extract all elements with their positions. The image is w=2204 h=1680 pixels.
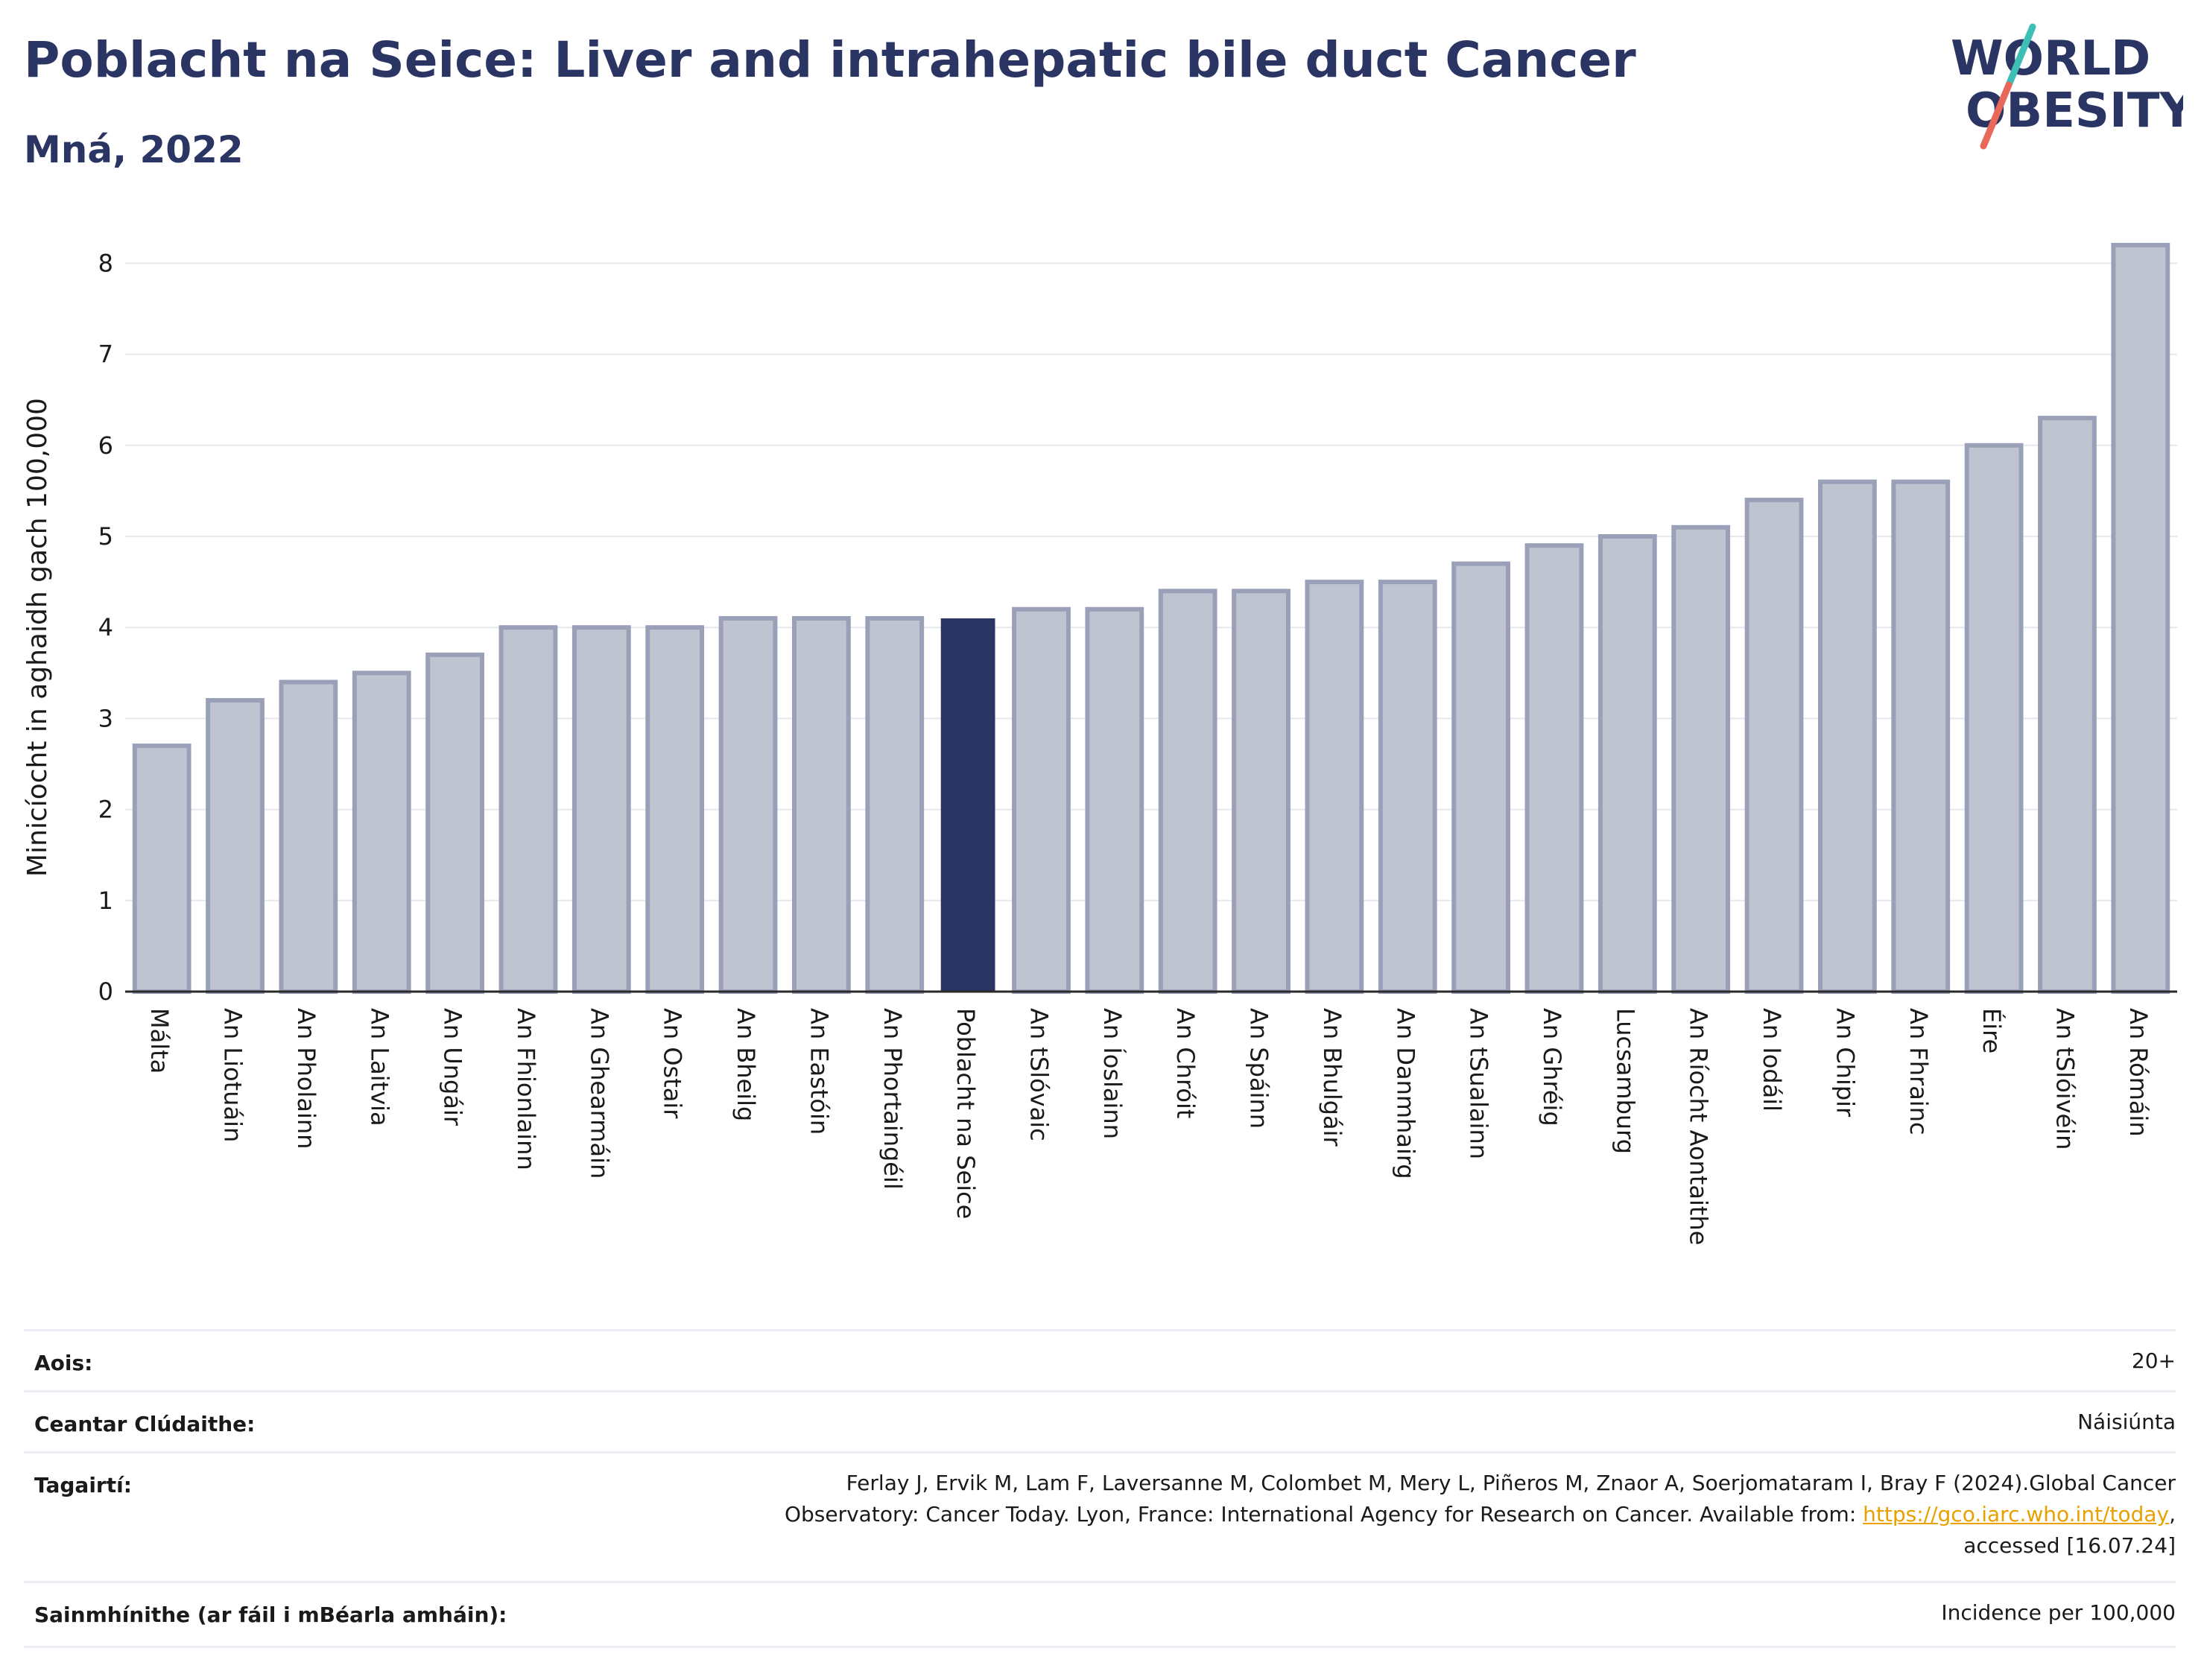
- bar: [1158, 589, 1217, 994]
- category-label: An Bheilg: [732, 1008, 760, 1121]
- bar: [1818, 479, 1877, 994]
- category-label: An tSualainn: [1465, 1008, 1493, 1159]
- y-tick-label: 6: [98, 431, 113, 460]
- category-label: An Ungáir: [439, 1008, 467, 1126]
- bar: [1744, 498, 1804, 994]
- y-tick-label: 7: [98, 340, 113, 369]
- category-label: An tSlóvaic: [1025, 1008, 1053, 1141]
- area-label: Ceantar Clúdaithe:: [34, 1412, 256, 1436]
- bar: [352, 671, 411, 994]
- chart-title: Poblacht na Seice: Liver and intrahepati…: [24, 31, 1636, 89]
- category-label: An Íoslainn: [1098, 1008, 1127, 1139]
- logo-line1: WORLD: [1951, 31, 2150, 86]
- y-tick-label: 2: [98, 796, 113, 824]
- metadata-table: Aois: 20+ Ceantar Clúdaithe: Náisiúnta T…: [24, 1329, 2176, 1649]
- category-label: An Eastóin: [805, 1008, 833, 1135]
- bar: [425, 652, 484, 994]
- bar: [206, 697, 265, 995]
- category-labels: Málta An Liotuáin An Pholainn An Laitvia An …: [145, 1008, 2153, 1245]
- category-label: An Ghearmáin: [585, 1008, 613, 1179]
- category-label: An Iodáil: [1758, 1008, 1786, 1112]
- category-label: An Phortaingéil: [878, 1008, 907, 1190]
- category-label: Poblacht na Seice: [951, 1008, 980, 1219]
- bar: [1597, 534, 1657, 994]
- category-label: Lucsamburg: [1611, 1008, 1639, 1154]
- bar: [1964, 443, 2024, 994]
- category-label: An Bhulgáir: [1318, 1008, 1346, 1147]
- meta-row-area: Ceantar Clúdaithe: Náisiúnta: [24, 1390, 2176, 1452]
- world-obesity-logo: WORLD OBESITY: [1937, 21, 2194, 155]
- age-label: Aois:: [34, 1351, 93, 1375]
- bar: [1378, 580, 1437, 994]
- definitions-label: Sainmhínithe (ar fáil i mBéarla amháin):: [34, 1603, 507, 1627]
- bar-highlight: [940, 618, 995, 992]
- logo-slash-top: [2005, 23, 2036, 89]
- meta-row-references: Tagairtí: Ferlay J, Ervik M, Lam F, Lave…: [24, 1451, 2176, 1582]
- ref-line-2: Observatory: Cancer Today. Lyon, France:…: [785, 1499, 2176, 1530]
- bar: [1671, 524, 1731, 994]
- category-label: Málta: [145, 1008, 174, 1074]
- area-value: Náisiúnta: [2077, 1410, 2176, 1434]
- references-label: Tagairtí:: [34, 1473, 132, 1497]
- bar: [865, 615, 925, 994]
- bar: [279, 679, 338, 995]
- category-label: An Fhrainc: [1904, 1008, 1933, 1135]
- category-label: An Liotuáin: [219, 1008, 247, 1142]
- category-label: An Danmhairg: [1391, 1008, 1419, 1179]
- definitions-value: Incidence per 100,000: [1941, 1600, 2176, 1625]
- references-value: Ferlay J, Ervik M, Lam F, Laversanne M, …: [785, 1468, 2176, 1562]
- category-label: An Ríocht Aontaithe: [1685, 1008, 1713, 1245]
- category-label: An Spáinn: [1245, 1008, 1273, 1129]
- bar: [1305, 580, 1364, 994]
- bar: [792, 615, 851, 994]
- meta-row-definitions: Sainmhínithe (ar fáil i mBéarla amháin):…: [24, 1581, 2176, 1648]
- y-tick-label: 3: [98, 704, 113, 732]
- category-label: An Fhionlainn: [512, 1008, 540, 1170]
- y-tick-label: 1: [98, 887, 113, 915]
- bar: [2038, 416, 2097, 994]
- category-label: An tSlóivéin: [2051, 1008, 2079, 1150]
- reference-link[interactable]: https://gco.iarc.who.int/today: [1863, 1502, 2170, 1527]
- category-label: An Chipir: [1831, 1008, 1859, 1118]
- ref-line-2-text: Observatory: Cancer Today. Lyon, France:…: [784, 1502, 1863, 1527]
- y-tick-label: 8: [98, 249, 113, 277]
- category-label: An Ghréig: [1538, 1008, 1566, 1126]
- bars: [132, 242, 2170, 995]
- y-tick-label: 5: [98, 522, 113, 551]
- bar: [1085, 606, 1144, 994]
- bar: [571, 625, 631, 994]
- bar: [1524, 543, 1584, 994]
- category-label: An Rómáin: [2124, 1008, 2153, 1137]
- ref-line-3: accessed [16.07.24]: [1963, 1533, 2176, 1558]
- chart-subtitle: Mná, 2022: [24, 128, 244, 171]
- category-label: An Chróit: [1171, 1008, 1200, 1118]
- age-value: 20+: [2131, 1348, 2176, 1373]
- logo-graphic: WORLD OBESITY: [1951, 23, 2194, 150]
- category-label: An Laitvia: [365, 1008, 393, 1126]
- category-label: An Pholainn: [292, 1008, 320, 1149]
- category-label: An Ostair: [659, 1008, 687, 1119]
- y-axis-title: Minicíocht in aghaidh gach 100,000: [22, 398, 53, 877]
- bar: [132, 744, 191, 994]
- ref-line-2-end: ,: [2169, 1502, 2176, 1527]
- bar: [2111, 242, 2170, 994]
- bar: [498, 625, 558, 994]
- meta-row-age: Aois: 20+: [24, 1329, 2176, 1391]
- y-tick-label: 4: [98, 613, 113, 641]
- bar-chart: 0 1 2 3 4 5 6 7 8 Málta An Liotuáin An Pholainn An …: [22, 242, 2177, 1245]
- y-tick-label: 0: [98, 977, 113, 1006]
- bar: [718, 615, 778, 994]
- bar: [1232, 589, 1291, 994]
- logo-slash-bottom: [1980, 81, 2013, 150]
- bar: [1451, 561, 1510, 994]
- ref-line-1: Ferlay J, Ervik M, Lam F, Laversanne M, …: [846, 1471, 2176, 1495]
- bar: [1012, 606, 1071, 994]
- y-tick-labels: 0 1 2 3 4 5 6 7 8: [98, 249, 113, 1006]
- bar: [645, 625, 705, 994]
- category-label: Éire: [1977, 1008, 2006, 1053]
- bar: [1891, 479, 1951, 994]
